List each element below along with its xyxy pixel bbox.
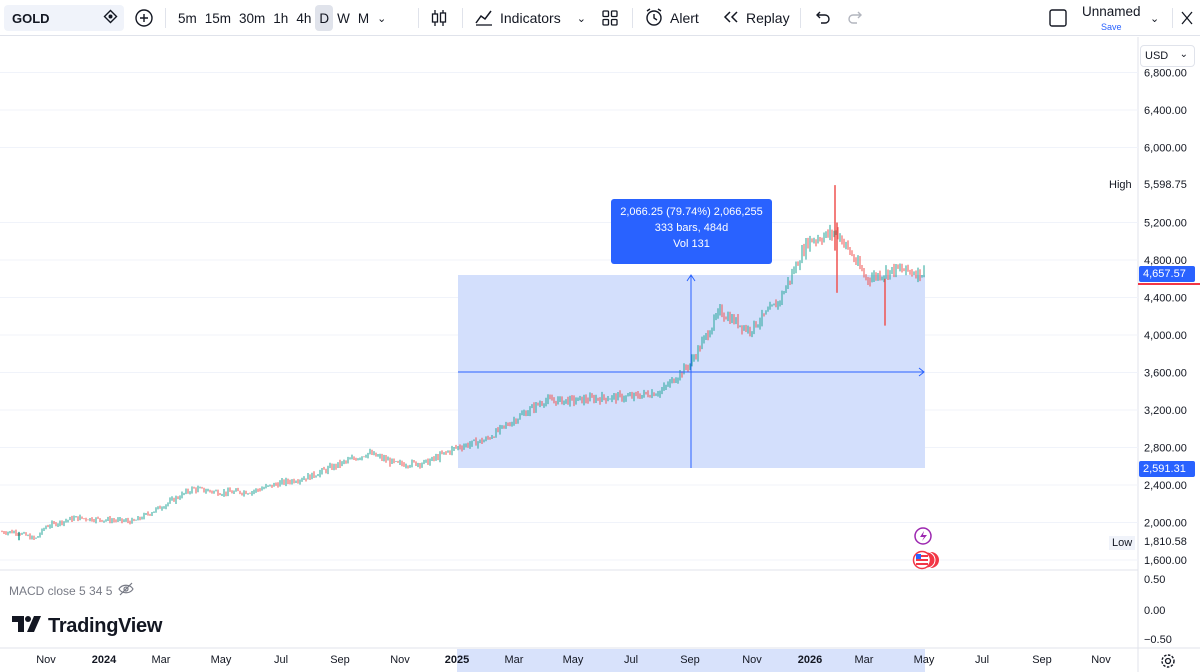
high-label: High	[1109, 179, 1132, 191]
indicators-button[interactable]: Indicators ⌄	[474, 0, 586, 36]
time-axis-label: Sep	[1032, 654, 1052, 666]
time-axis-label: Sep	[680, 654, 700, 666]
time-axis-label: Jul	[974, 654, 990, 666]
interval-15m[interactable]: 15m	[204, 10, 232, 26]
replay-label: Replay	[746, 10, 790, 26]
symbol-search-box[interactable]: GOLD	[4, 5, 124, 31]
interval-dropdown-icon[interactable]: ⌄	[377, 12, 387, 25]
macd-legend[interactable]: MACD close 5 34 5	[9, 582, 135, 599]
brand-name: TradingView	[48, 615, 163, 637]
time-axis-label: 2024	[91, 654, 117, 666]
price-tick-label: 6,800.00	[1144, 68, 1187, 80]
macd-label-text: MACD close 5 34 5	[9, 583, 113, 598]
tradingview-logo[interactable]: TradingView	[12, 615, 162, 638]
layout-chevron-icon[interactable]: ⌄	[1150, 12, 1160, 25]
interval-d[interactable]: D	[315, 5, 334, 31]
measure-arrows	[458, 274, 925, 468]
time-axis-label: Nov	[390, 654, 410, 666]
layout-name: Unnamed	[1082, 4, 1141, 19]
interval-1h[interactable]: 1h	[273, 10, 289, 26]
time-axis-label: Jul	[273, 654, 289, 666]
price-tick-label: 6,000.00	[1144, 143, 1187, 155]
replay-button[interactable]: Replay	[722, 0, 790, 36]
chart-type-candles-icon[interactable]	[430, 0, 448, 36]
symbol-info-icon[interactable]	[103, 9, 118, 27]
time-axis-label: Sep	[330, 654, 350, 666]
symbol-name: GOLD	[12, 10, 50, 26]
price-tick-label: 1,600.00	[1144, 555, 1187, 567]
time-axis-label: 2025	[444, 654, 470, 666]
interval-30m[interactable]: 30m	[239, 10, 266, 26]
time-axis-label: Nov	[36, 654, 56, 666]
layout-square-icon[interactable]	[1048, 0, 1068, 36]
interval-4h[interactable]: 4h	[296, 10, 312, 26]
alert-clock-icon	[644, 7, 664, 30]
current-price-tag: 4,657.57	[1139, 266, 1195, 282]
price-tick-label: 2,000.00	[1144, 518, 1187, 530]
time-axis-label: May	[562, 654, 584, 666]
range-start-price-tag: 2,591.31	[1139, 461, 1195, 477]
settings-gear-icon[interactable]	[1161, 654, 1175, 668]
price-tick-label: 2,400.00	[1144, 480, 1187, 492]
save-link[interactable]: Save	[1101, 22, 1122, 32]
more-menu-icon[interactable]	[1180, 0, 1194, 36]
interval-w[interactable]: W	[337, 10, 350, 26]
time-axis-label: Nov	[1091, 654, 1111, 666]
time-axis-label: Nov	[742, 654, 762, 666]
measure-volume: Vol 131	[673, 238, 710, 250]
top-toolbar: GOLD 5m 15m 30m 1h 4h D W M ⌄ Indicators…	[0, 0, 1200, 36]
indicators-chevron-icon: ⌄	[576, 12, 586, 25]
templates-grid-icon[interactable]	[600, 0, 620, 36]
interval-group: 5m 15m 30m 1h 4h D W M ⌄	[174, 0, 390, 36]
compare-symbol-icon[interactable]	[134, 0, 154, 36]
measure-bars: 333 bars, 484d	[654, 222, 729, 234]
low-label: Low	[1109, 536, 1136, 550]
low-value: 1,810.58	[1144, 536, 1187, 548]
macd-tick-label: −0.50	[1144, 634, 1172, 646]
alert-button[interactable]: Alert	[644, 0, 699, 36]
interval-m[interactable]: M	[357, 10, 370, 26]
hide-eye-icon[interactable]	[118, 582, 135, 599]
time-axis-label: Jul	[623, 654, 639, 666]
currency-chevron-icon: ⌄	[1179, 49, 1188, 60]
measure-change: 2,066.25 (79.74%) 2,066,255	[620, 206, 763, 218]
indicators-label: Indicators	[500, 10, 561, 26]
alert-label: Alert	[670, 10, 699, 26]
redo-icon[interactable]	[846, 0, 866, 36]
tradingview-logo-icon	[12, 615, 42, 638]
undo-icon[interactable]	[812, 0, 832, 36]
macd-tick-label: 0.50	[1144, 574, 1165, 586]
measure-tooltip: 2,066.25 (79.74%) 2,066,255 333 bars, 48…	[611, 199, 772, 264]
time-axis-label: Mar	[854, 654, 874, 666]
price-tick-label: 6,400.00	[1144, 105, 1187, 117]
us-flag-event-icon[interactable]	[912, 550, 940, 570]
currency-label: USD	[1145, 50, 1169, 62]
time-axis-label: Mar	[504, 654, 524, 666]
price-tick-label: 4,800.00	[1144, 255, 1187, 267]
indicators-icon	[474, 7, 494, 30]
layout-name-button[interactable]: Unnamed Save	[1082, 5, 1141, 34]
currency-selector[interactable]: USD ⌄	[1140, 45, 1195, 67]
time-axis-label: May	[913, 654, 935, 666]
interval-5m[interactable]: 5m	[178, 10, 197, 26]
price-tick-label: 5,200.00	[1144, 218, 1187, 230]
price-tick-label: 3,200.00	[1144, 405, 1187, 417]
time-axis-label: 2026	[797, 654, 823, 666]
price-tick-label: 3,600.00	[1144, 368, 1187, 380]
time-axis-label: May	[210, 654, 232, 666]
flash-event-icon[interactable]	[914, 527, 932, 545]
replay-rewind-icon	[722, 9, 740, 28]
macd-tick-label: 0.00	[1144, 605, 1165, 617]
time-range-highlight	[457, 649, 925, 672]
time-axis-label: Mar	[151, 654, 171, 666]
price-tick-label: 2,800.00	[1144, 443, 1187, 455]
price-tick-label: 4,400.00	[1144, 293, 1187, 305]
high-value: 5,598.75	[1144, 179, 1187, 191]
price-tick-label: 4,000.00	[1144, 330, 1187, 342]
